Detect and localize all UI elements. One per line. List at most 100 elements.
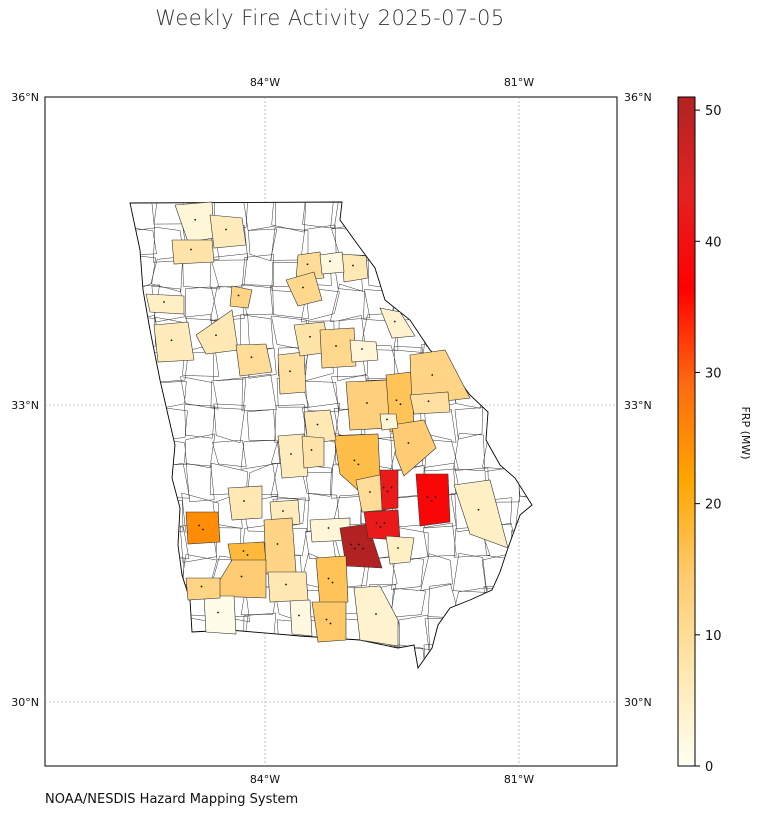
fire-detection (350, 543, 352, 546)
fire-detection (282, 510, 284, 512)
source-credit: NOAA/NESDIS Hazard Mapping System (45, 792, 299, 807)
fire-county (363, 509, 401, 541)
fire-detection (316, 423, 319, 426)
county-boundary (248, 228, 278, 262)
fire-detection (407, 442, 410, 444)
county-boundary (453, 433, 486, 472)
colorbar-tick-label: 40 (705, 235, 722, 250)
fire-detection (200, 585, 203, 588)
fire-county (311, 601, 347, 643)
fire-county (235, 343, 273, 377)
fire-county (341, 253, 369, 283)
county-boundary (424, 433, 459, 472)
fire-county (385, 535, 415, 565)
fire-county (303, 409, 337, 445)
fire-detection (382, 486, 385, 489)
fire-county (319, 251, 345, 275)
fire-detection (361, 348, 363, 350)
fire-detection (335, 345, 337, 347)
fire-detection (242, 550, 245, 552)
county-boundary (241, 373, 277, 412)
county-boundary (240, 586, 278, 616)
fire-detection (386, 418, 388, 421)
fire-detection (390, 486, 393, 489)
fire-detection (237, 294, 240, 297)
fire-detection (240, 575, 243, 578)
fire-county (277, 351, 307, 395)
fire-detection (306, 263, 309, 266)
fire-county (145, 293, 185, 315)
colorbar-ticks: 0 10 20 30 40 50 (695, 104, 722, 775)
fire-detection (250, 356, 253, 359)
fire-county (315, 555, 349, 607)
county-boundary (240, 439, 281, 470)
county-boundary (422, 522, 457, 557)
county-boundary (130, 226, 157, 256)
fire-detection (329, 260, 331, 263)
fire-detection (225, 228, 227, 231)
fire-detection (327, 577, 330, 580)
fire-county (171, 239, 215, 265)
county-boundary (517, 463, 532, 501)
fire-detection (290, 453, 292, 455)
lat-label: 33°N (624, 399, 652, 412)
fire-detection (354, 547, 356, 550)
fire-county (285, 271, 323, 307)
map-title: Weekly Fire Activity 2025-07-05 (155, 6, 505, 30)
fire-detection (298, 614, 300, 617)
fire-county (379, 307, 416, 339)
fire-county (379, 469, 399, 511)
fire-detection (375, 522, 378, 524)
fire-detection (366, 402, 368, 404)
fire-county (185, 511, 221, 545)
lat-label: 36°N (11, 91, 39, 104)
fire-detection (358, 543, 360, 546)
fire-county (277, 433, 309, 479)
county-boundary (515, 495, 532, 528)
fire-county (263, 517, 297, 575)
fire-detection (357, 463, 360, 466)
county-boundary (209, 253, 248, 288)
county-boundary (391, 556, 424, 590)
county-boundary (360, 556, 398, 593)
fire-detection (310, 449, 313, 451)
county-boundary (212, 439, 247, 468)
fire-detection (427, 400, 430, 403)
colorbar (677, 96, 696, 767)
county-boundary (300, 464, 332, 497)
fire-detection (352, 264, 354, 267)
fire-detection (395, 399, 398, 402)
fire-detection (246, 554, 249, 556)
fire-county (203, 595, 237, 635)
fire-detection (309, 335, 311, 338)
county-boundary (302, 402, 341, 443)
axis-labels: 84°W 84°W 81°W 81°W 36°N 36°N 33°N 33°N 30°N 30°N (11, 76, 651, 786)
county-boundary (454, 407, 483, 440)
county-boundary (130, 202, 155, 233)
county-boundary (242, 254, 275, 286)
fire-detection (431, 374, 434, 376)
county-boundary (246, 409, 277, 441)
fire-county (409, 391, 451, 415)
lon-label: 84°W (250, 76, 280, 89)
county-boundary (185, 463, 215, 503)
fire-county (355, 473, 387, 513)
fire-detection (285, 583, 287, 586)
fire-detection (194, 218, 197, 221)
lat-label: 36°N (624, 91, 652, 104)
lat-label: 30°N (624, 696, 652, 709)
fire-detection (397, 547, 399, 549)
fire-detection (289, 370, 291, 373)
fire-county (379, 413, 399, 431)
county-boundary (210, 378, 246, 410)
fire-detection (399, 403, 402, 406)
fire-detection (302, 286, 304, 289)
county-boundary (420, 553, 453, 592)
lon-label: 81°W (504, 76, 534, 89)
county-boundary (130, 284, 160, 319)
fire-county (267, 571, 309, 603)
colorbar-tick-label: 30 (705, 366, 722, 381)
fire-detection (170, 339, 173, 342)
county-boundary (390, 587, 426, 618)
